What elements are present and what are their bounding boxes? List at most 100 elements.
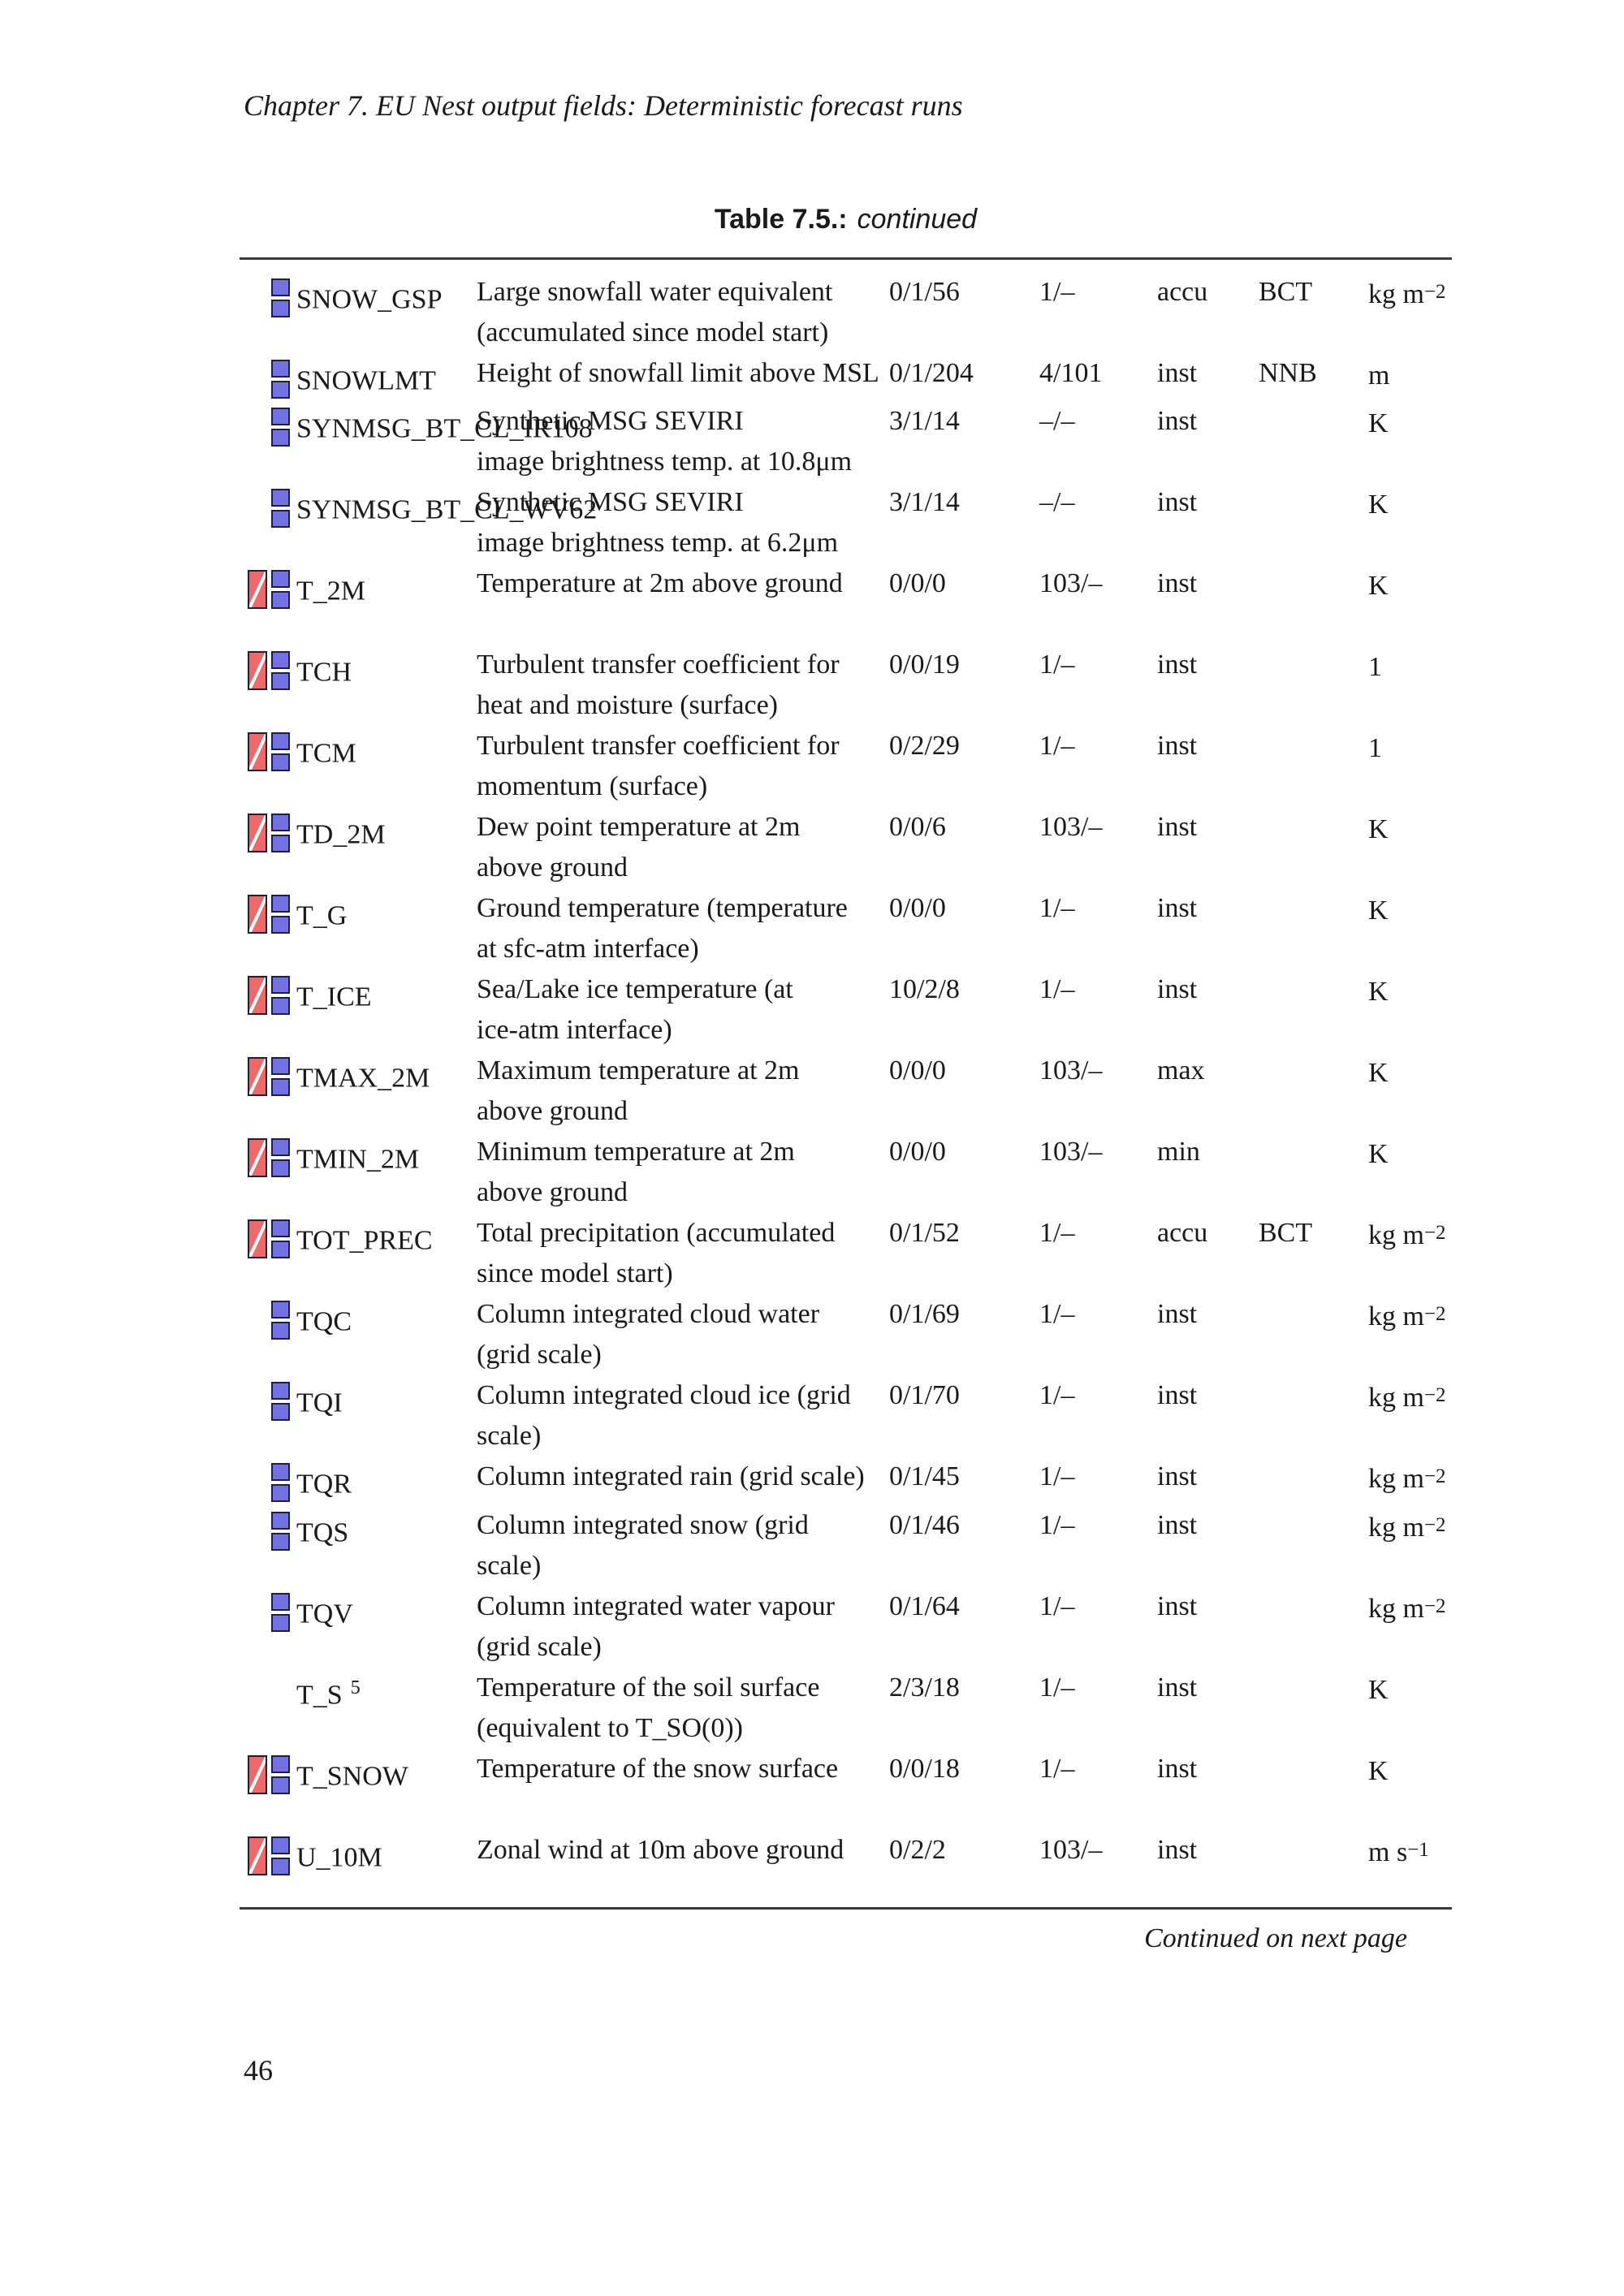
field-level-code: 1/– — [1039, 1461, 1075, 1492]
field-description: Column integrated snow (grid scale) — [477, 1510, 809, 1582]
table-row: TQV Column integrated water vapour (grid… — [240, 1586, 1452, 1668]
slash-mark — [249, 1757, 266, 1793]
table-row: TMIN_2M Minimum temperature at 2m above … — [240, 1132, 1452, 1213]
field-name: T_G — [296, 888, 477, 936]
field-unit-base: kg m — [1368, 1301, 1424, 1332]
slash-mark — [249, 1838, 266, 1875]
field-name: TQV — [296, 1586, 477, 1634]
blue-square-top — [271, 976, 290, 995]
field-description: Zonal wind at 10m above ground — [477, 1835, 844, 1866]
field-name: TCH — [296, 645, 477, 693]
red-slash-square-icon — [248, 651, 267, 691]
blue-stacked-squares-icon — [271, 1057, 290, 1097]
field-description: Maximum temperature at 2m above ground — [477, 1055, 800, 1127]
field-unit-base: K — [1368, 571, 1389, 602]
field-unit-base: K — [1368, 1058, 1389, 1089]
field-time-operation: inst — [1157, 893, 1198, 924]
field-grib-code: 0/1/56 — [889, 277, 960, 307]
field-description: Turbulent transfer coefficient for momen… — [477, 731, 840, 802]
field-type-icons — [240, 1375, 296, 1422]
field-description: Column integrated cloud water (grid scal… — [477, 1299, 820, 1370]
field-name: T_S 5 — [296, 1668, 477, 1716]
red-slash-square-icon — [248, 814, 267, 853]
blue-square-bottom — [271, 429, 290, 447]
table-caption-suffix: continued — [857, 204, 978, 235]
table-row: TMAX_2M Maximum temperature at 2m above … — [240, 1051, 1452, 1132]
table-row: TCH Turbulent transfer coefficient for h… — [240, 645, 1452, 726]
field-unit-base: m — [1368, 360, 1390, 391]
field-name: T_ICE — [296, 969, 477, 1017]
field-name: TOT_PREC — [296, 1213, 477, 1261]
field-description: Large snowfall water equivalent (accumul… — [477, 277, 833, 347]
field-type-icons — [240, 272, 296, 317]
blue-stacked-squares-icon — [271, 1301, 290, 1340]
field-unit-base: 1 — [1368, 733, 1382, 764]
field-time-operation: inst — [1157, 1461, 1198, 1492]
table-bottom-rule — [240, 1907, 1452, 1910]
table-row: TQC Column integrated cloud water (grid … — [240, 1294, 1452, 1375]
table-row: T_2M Temperature at 2m above ground 0/0/… — [240, 563, 1452, 645]
field-description: Temperature of the snow surface — [477, 1754, 839, 1785]
blue-square-top — [271, 1593, 290, 1612]
blue-square-top — [271, 489, 290, 507]
blue-square-bottom — [271, 1078, 290, 1097]
field-unit-base: K — [1368, 408, 1389, 439]
field-time-operation: inst — [1157, 568, 1198, 599]
table-row: SNOWLMT Height of snowfall limit above M… — [240, 353, 1452, 401]
field-type-icons — [240, 807, 296, 853]
field-level-code: 1/– — [1039, 1591, 1075, 1622]
field-time-operation: inst — [1157, 1591, 1198, 1622]
field-name-text: T_2M — [296, 576, 365, 606]
field-name-text: SYNMSG_BT_CL_WV62 — [296, 494, 598, 525]
field-time-operation: inst — [1157, 406, 1198, 437]
blue-stacked-squares-icon — [271, 1836, 290, 1876]
blue-square-bottom — [271, 1241, 290, 1259]
field-unit-base: kg m — [1368, 1594, 1424, 1625]
continued-note: Continued on next page — [1144, 1923, 1407, 1954]
field-name: T_SNOW — [296, 1749, 477, 1797]
field-unit-base: K — [1368, 1756, 1389, 1787]
blue-stacked-squares-icon — [271, 1593, 290, 1633]
field-unit-base: K — [1368, 490, 1389, 520]
field-unit: K — [1368, 401, 1452, 444]
field-level-code: 1/– — [1039, 731, 1075, 762]
field-unit-base: m s — [1368, 1837, 1408, 1868]
field-grib-code: 0/1/204 — [889, 358, 974, 388]
blue-square-bottom — [271, 591, 290, 610]
table-top-rule — [240, 257, 1452, 260]
field-name-text: T_S — [296, 1680, 343, 1711]
field-name-text: TOT_PREC — [296, 1225, 433, 1256]
field-time-operation: max — [1157, 1055, 1205, 1086]
blue-stacked-squares-icon — [271, 570, 290, 610]
slash-mark — [249, 1221, 266, 1258]
field-description: Minimum temperature at 2m above ground — [477, 1137, 795, 1208]
blue-square-top — [271, 1512, 290, 1530]
red-slash-square-icon — [248, 1755, 267, 1795]
table-row: SYNMSG_BT_CL_IR108 Synthetic MSG SEVIRI … — [240, 401, 1452, 482]
field-time-operation: inst — [1157, 1510, 1198, 1541]
field-description: Temperature of the soil surface (equival… — [477, 1672, 820, 1744]
field-description: Synthetic MSG SEVIRI image brightness te… — [477, 487, 839, 559]
field-type-icons — [240, 563, 296, 610]
field-grib-code: 0/1/46 — [889, 1510, 960, 1541]
blue-square-top — [271, 1301, 290, 1319]
chapter-header: Chapter 7. EU Nest output fields: Determ… — [244, 89, 963, 122]
red-slash-square-icon — [248, 1836, 267, 1876]
field-description: Synthetic MSG SEVIRI image brightness te… — [477, 406, 853, 477]
field-type-icons — [240, 1457, 296, 1503]
blue-square-bottom — [271, 1858, 290, 1876]
field-type-icons — [240, 1051, 296, 1097]
field-grib-code: 10/2/8 — [889, 974, 960, 1005]
field-type-icons — [240, 401, 296, 447]
field-name-text: TQC — [296, 1306, 352, 1337]
field-unit: K — [1368, 1051, 1452, 1094]
field-unit: kg m−2 — [1368, 1213, 1452, 1256]
field-grib-code: 0/0/0 — [889, 1055, 946, 1086]
red-slash-square-icon — [248, 1138, 267, 1178]
table-row: T_S 5 Temperature of the soil surface (eq… — [240, 1668, 1452, 1749]
field-type-icons — [240, 1213, 296, 1259]
blue-stacked-squares-icon — [271, 278, 290, 317]
field-grib-code: 0/2/29 — [889, 731, 960, 762]
field-unit-base: kg m — [1368, 279, 1424, 309]
field-unit: kg m−2 — [1368, 272, 1452, 315]
